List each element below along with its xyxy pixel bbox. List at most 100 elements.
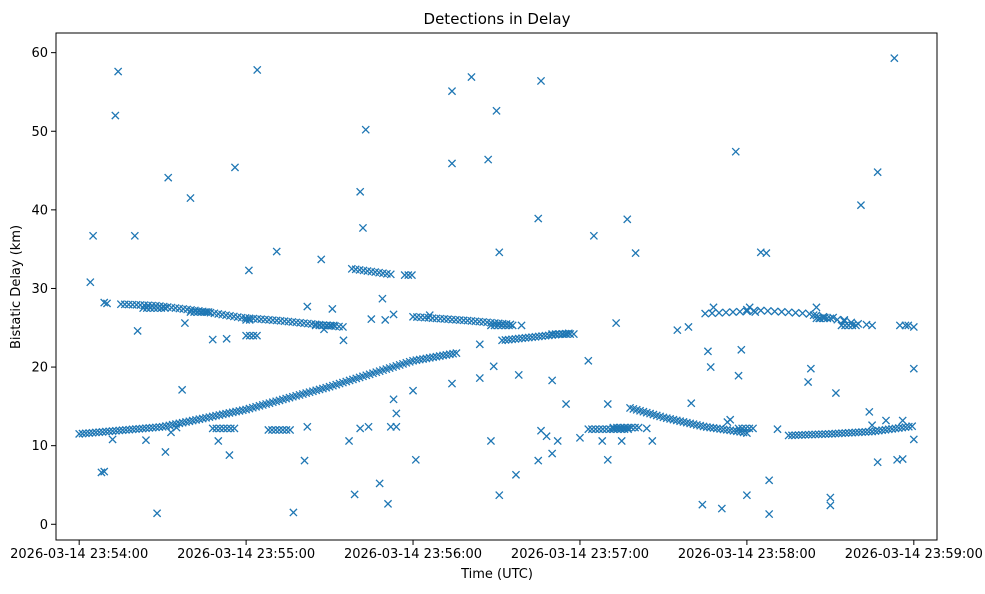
data-point-x-marker xyxy=(562,329,571,339)
data-point-x-marker xyxy=(490,321,499,330)
data-point-x-marker xyxy=(708,309,717,318)
data-point-x-marker xyxy=(338,322,347,331)
y-tick-label: 10 xyxy=(31,439,48,454)
data-point-x-marker xyxy=(497,321,506,330)
data-point-x-marker xyxy=(709,423,718,433)
data-point-x-marker xyxy=(389,395,398,404)
data-point-x-marker xyxy=(521,333,530,342)
data-point-x-marker xyxy=(208,424,217,433)
data-point-x-marker xyxy=(719,425,728,434)
data-point-x-marker xyxy=(612,423,622,432)
data-point-x-marker xyxy=(411,455,420,464)
data-point-x-marker xyxy=(891,424,900,433)
data-point-x-marker xyxy=(888,424,897,433)
data-point-x-marker xyxy=(840,315,849,324)
data-point-x-marker xyxy=(200,307,209,317)
data-point-x-marker xyxy=(528,333,537,342)
data-point-x-marker xyxy=(130,231,139,240)
data-point-x-marker xyxy=(151,423,161,432)
data-point-x-marker xyxy=(447,159,457,168)
data-point-x-marker xyxy=(864,427,873,436)
data-point-x-marker xyxy=(587,425,596,434)
data-point-x-marker xyxy=(378,294,387,303)
data-point-x-marker xyxy=(837,321,846,330)
data-point-x-marker xyxy=(222,334,231,343)
data-point-x-marker xyxy=(821,430,830,439)
data-point-x-marker xyxy=(404,271,413,280)
data-point-x-marker xyxy=(648,436,657,446)
x-tick-label: 2026-03-14 23:54:00 xyxy=(10,547,148,562)
data-point-x-marker xyxy=(212,424,221,433)
data-point-x-marker xyxy=(407,271,416,280)
data-point-x-marker xyxy=(603,399,612,409)
data-point-x-marker xyxy=(242,331,251,340)
data-point-x-marker xyxy=(631,249,640,258)
data-point-x-marker xyxy=(495,491,504,500)
data-point-x-marker xyxy=(584,356,593,365)
data-point-x-marker xyxy=(253,65,262,75)
data-point-x-marker xyxy=(569,329,578,339)
data-point-x-marker xyxy=(278,425,287,435)
data-point-x-marker xyxy=(784,431,793,440)
data-point-x-marker xyxy=(518,334,527,343)
data-point-x-marker xyxy=(124,300,133,309)
data-point-x-marker xyxy=(728,307,738,317)
data-point-x-marker xyxy=(381,315,390,324)
data-point-x-marker xyxy=(149,304,159,313)
data-point-x-marker xyxy=(763,306,772,315)
data-point-x-marker xyxy=(223,424,232,433)
data-point-x-marker xyxy=(858,428,867,437)
data-point-x-marker xyxy=(591,425,600,434)
data-point-x-marker xyxy=(881,425,890,434)
x-tick-label: 2026-03-14 23:55:00 xyxy=(177,547,315,562)
data-point-x-marker xyxy=(190,307,199,317)
data-point-x-marker xyxy=(504,321,514,330)
data-point-x-marker xyxy=(286,425,295,435)
data-point-x-marker xyxy=(367,315,376,324)
data-point-x-marker xyxy=(317,255,326,264)
data-point-x-marker xyxy=(811,430,820,439)
data-point-x-marker xyxy=(141,436,151,445)
data-point-x-marker xyxy=(186,194,195,203)
data-point-x-marker xyxy=(873,458,882,467)
data-point-x-marker xyxy=(722,425,731,434)
data-point-x-marker xyxy=(484,155,493,164)
data-point-x-marker xyxy=(242,315,251,324)
data-point-x-marker xyxy=(551,329,560,339)
data-point-x-marker xyxy=(361,125,370,134)
data-point-x-marker xyxy=(120,300,129,309)
data-point-x-marker xyxy=(627,423,636,432)
data-point-x-marker xyxy=(791,308,800,317)
data-point-x-marker xyxy=(495,248,504,257)
data-point-x-marker xyxy=(339,336,348,345)
data-point-x-marker xyxy=(804,377,813,387)
data-point-x-marker xyxy=(155,423,164,432)
data-point-x-marker xyxy=(798,309,807,318)
data-point-x-marker xyxy=(909,364,918,373)
data-point-x-marker xyxy=(508,321,517,330)
data-point-x-marker xyxy=(245,331,254,340)
data-point-x-marker xyxy=(534,456,543,465)
data-point-x-marker xyxy=(219,424,228,433)
data-point-x-marker xyxy=(230,424,239,433)
data-point-x-marker xyxy=(745,424,754,433)
data-point-x-marker xyxy=(861,427,870,436)
data-point-x-marker xyxy=(878,426,887,435)
y-tick-label: 60 xyxy=(31,46,48,61)
data-point-x-marker xyxy=(698,500,707,509)
chart-title: Detections in Delay xyxy=(424,10,571,28)
data-point-x-marker xyxy=(534,214,543,223)
data-point-x-marker xyxy=(721,308,731,317)
data-point-x-marker xyxy=(153,304,162,313)
data-point-x-marker xyxy=(735,307,744,316)
data-point-x-marker xyxy=(508,335,517,344)
y-tick-label: 40 xyxy=(31,203,48,218)
data-point-x-marker xyxy=(542,432,551,441)
data-point-x-marker xyxy=(186,307,195,317)
x-tick-label: 2026-03-14 23:57:00 xyxy=(511,547,649,562)
data-point-x-marker xyxy=(874,426,883,435)
data-point-x-marker xyxy=(630,423,640,432)
data-point-x-marker xyxy=(153,509,162,518)
data-point-x-marker xyxy=(536,76,546,86)
